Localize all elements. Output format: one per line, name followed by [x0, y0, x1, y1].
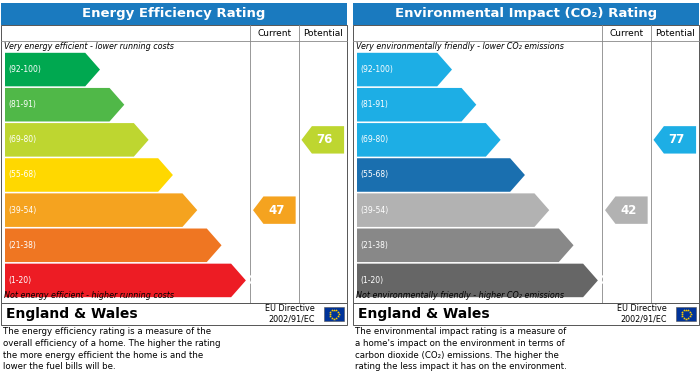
Text: D: D [526, 169, 536, 181]
Text: Not energy efficient - higher running costs: Not energy efficient - higher running co… [4, 291, 174, 300]
Polygon shape [357, 123, 500, 157]
Text: Very environmentally friendly - lower CO₂ emissions: Very environmentally friendly - lower CO… [356, 42, 564, 51]
Text: Current: Current [609, 29, 643, 38]
Text: C: C [150, 133, 159, 146]
Polygon shape [357, 158, 525, 192]
Polygon shape [357, 88, 476, 122]
Text: G: G [247, 274, 257, 287]
Polygon shape [357, 53, 452, 86]
FancyBboxPatch shape [676, 307, 696, 321]
Polygon shape [5, 158, 173, 192]
FancyBboxPatch shape [1, 303, 347, 325]
Text: A: A [453, 63, 463, 76]
Text: (39-54): (39-54) [8, 206, 36, 215]
Text: Not environmentally friendly - higher CO₂ emissions: Not environmentally friendly - higher CO… [356, 291, 564, 300]
Text: Energy Efficiency Rating: Energy Efficiency Rating [83, 7, 266, 20]
Text: B: B [477, 98, 486, 111]
Polygon shape [357, 228, 573, 262]
Text: (69-80): (69-80) [8, 135, 36, 144]
Text: E: E [198, 204, 206, 217]
Text: Environmental Impact (CO₂) Rating: Environmental Impact (CO₂) Rating [395, 7, 657, 20]
Polygon shape [357, 194, 550, 227]
Polygon shape [302, 126, 344, 154]
Text: B: B [125, 98, 135, 111]
Text: EU Directive
2002/91/EC: EU Directive 2002/91/EC [265, 304, 315, 324]
Text: 76: 76 [316, 133, 333, 146]
FancyBboxPatch shape [353, 303, 699, 325]
Text: (92-100): (92-100) [8, 65, 41, 74]
Polygon shape [5, 53, 100, 86]
Text: G: G [599, 274, 609, 287]
Text: Potential: Potential [654, 29, 694, 38]
Polygon shape [5, 123, 148, 157]
Text: (21-38): (21-38) [8, 241, 36, 250]
Text: (69-80): (69-80) [360, 135, 388, 144]
Polygon shape [5, 228, 221, 262]
FancyBboxPatch shape [1, 25, 347, 303]
Text: (92-100): (92-100) [360, 65, 393, 74]
Text: The energy efficiency rating is a measure of the
overall efficiency of a home. T: The energy efficiency rating is a measur… [3, 327, 220, 371]
Text: 42: 42 [620, 204, 636, 217]
Polygon shape [605, 196, 648, 224]
Text: (55-68): (55-68) [8, 170, 36, 179]
Polygon shape [253, 196, 295, 224]
Text: F: F [575, 239, 583, 252]
FancyBboxPatch shape [324, 307, 344, 321]
Text: The environmental impact rating is a measure of
a home's impact on the environme: The environmental impact rating is a mea… [355, 327, 567, 371]
Text: (81-91): (81-91) [8, 100, 36, 109]
Text: Potential: Potential [303, 29, 343, 38]
Text: Very energy efficient - lower running costs: Very energy efficient - lower running co… [4, 42, 174, 51]
Polygon shape [5, 88, 125, 122]
Text: EU Directive
2002/91/EC: EU Directive 2002/91/EC [617, 304, 667, 324]
Text: A: A [101, 63, 111, 76]
Text: C: C [502, 133, 511, 146]
FancyBboxPatch shape [353, 25, 699, 303]
Text: E: E [550, 204, 559, 217]
Text: D: D [174, 169, 184, 181]
Polygon shape [5, 264, 246, 297]
Text: (39-54): (39-54) [360, 206, 389, 215]
FancyBboxPatch shape [1, 3, 347, 25]
Text: 47: 47 [268, 204, 284, 217]
Text: England & Wales: England & Wales [6, 307, 138, 321]
Text: 77: 77 [668, 133, 685, 146]
Polygon shape [5, 194, 197, 227]
Text: F: F [223, 239, 231, 252]
Polygon shape [654, 126, 696, 154]
FancyBboxPatch shape [353, 3, 699, 25]
Polygon shape [357, 264, 598, 297]
Text: England & Wales: England & Wales [358, 307, 489, 321]
Text: (1-20): (1-20) [360, 276, 383, 285]
Text: (55-68): (55-68) [360, 170, 388, 179]
Text: (81-91): (81-91) [360, 100, 388, 109]
Text: Current: Current [258, 29, 291, 38]
Text: (1-20): (1-20) [8, 276, 31, 285]
Text: (21-38): (21-38) [360, 241, 388, 250]
